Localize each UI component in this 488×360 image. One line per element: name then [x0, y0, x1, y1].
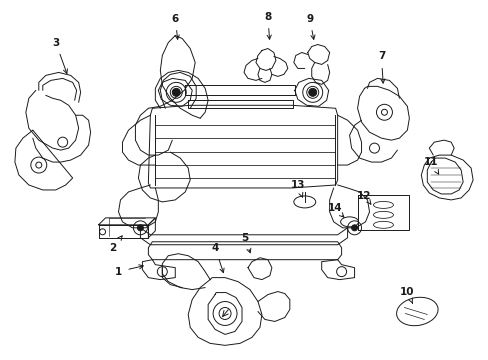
Text: 11: 11 [423, 157, 438, 174]
Text: 8: 8 [264, 12, 271, 39]
Circle shape [172, 88, 180, 96]
Text: 1: 1 [115, 265, 143, 276]
Ellipse shape [373, 201, 393, 208]
Text: 2: 2 [109, 236, 122, 253]
Ellipse shape [373, 211, 393, 219]
Text: 4: 4 [211, 243, 224, 273]
Text: 10: 10 [399, 287, 414, 303]
Ellipse shape [340, 217, 358, 227]
Text: 7: 7 [377, 51, 385, 83]
Text: 12: 12 [357, 191, 371, 204]
Text: 13: 13 [290, 180, 305, 197]
Circle shape [351, 225, 357, 231]
Text: 9: 9 [305, 14, 314, 39]
Ellipse shape [396, 297, 437, 326]
Text: 5: 5 [241, 233, 250, 253]
Circle shape [137, 225, 143, 231]
Text: 14: 14 [326, 203, 343, 217]
Ellipse shape [373, 221, 393, 228]
Text: 6: 6 [171, 14, 179, 39]
Ellipse shape [293, 196, 315, 208]
Text: 3: 3 [52, 37, 67, 73]
Circle shape [308, 88, 316, 96]
